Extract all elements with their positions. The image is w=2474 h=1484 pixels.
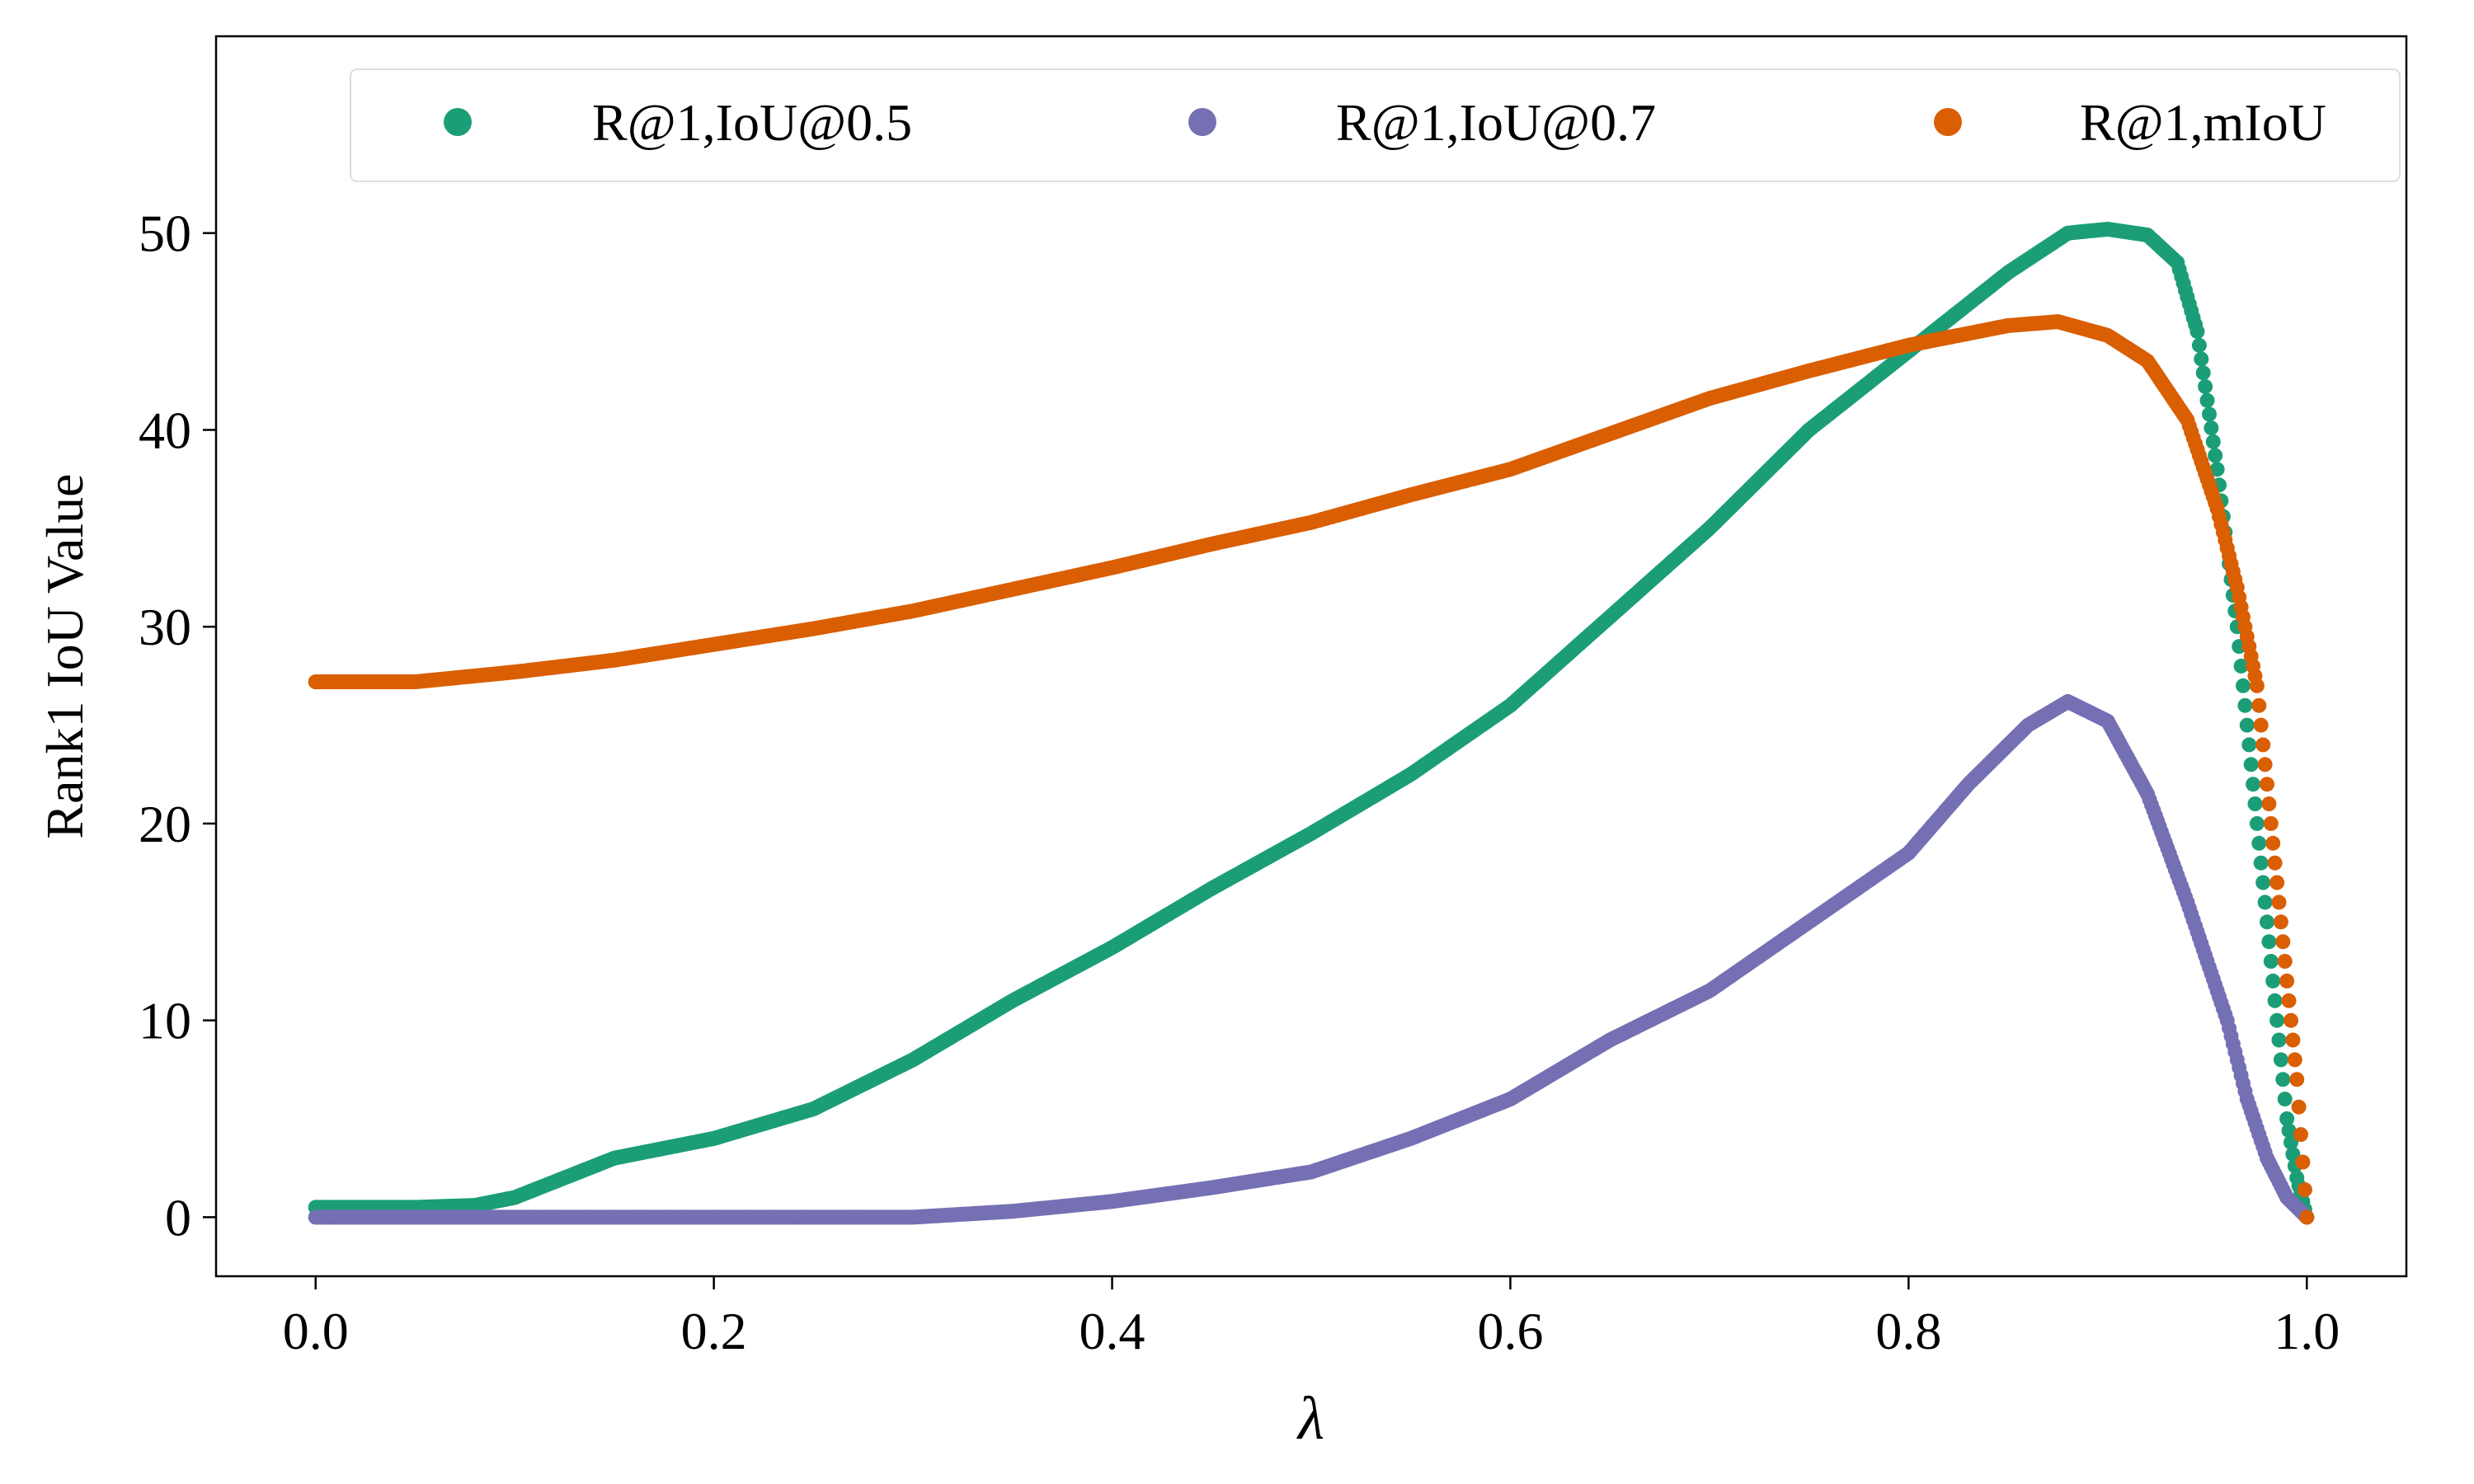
data-point <box>2202 406 2217 422</box>
data-point <box>2194 351 2209 367</box>
y-axis-label: Rank1 IoU Value <box>35 473 94 838</box>
data-point <box>2253 855 2269 871</box>
data-point <box>2271 895 2287 910</box>
data-point <box>2199 392 2215 408</box>
data-point <box>2285 1147 2301 1162</box>
data-point <box>2275 934 2291 950</box>
data-point <box>2271 1032 2287 1048</box>
x-tick-label: 0.2 <box>681 1302 747 1360</box>
data-point <box>2293 1127 2308 1143</box>
data-point <box>2236 678 2251 693</box>
series-2 <box>308 693 2315 1225</box>
data-point <box>2267 993 2283 1008</box>
data-point <box>2263 954 2279 969</box>
data-point <box>2267 855 2283 871</box>
y-tick-label: 0 <box>165 1188 191 1247</box>
data-point <box>2233 658 2249 674</box>
data-point <box>2257 895 2273 910</box>
data-point <box>2253 717 2269 733</box>
data-point <box>2265 835 2281 851</box>
x-axis: 0.0 0.2 0.4 0.6 0.8 1.0 <box>283 1276 2340 1360</box>
data-point <box>2275 1072 2291 1087</box>
plot-marks <box>308 222 2315 1225</box>
data-point <box>2297 1182 2312 1197</box>
data-point <box>2261 934 2277 950</box>
data-point <box>2273 1052 2288 1068</box>
legend: R@1,IoU@0.5 R@1,IoU@0.7 R@1,mIoU <box>350 68 2401 182</box>
x-tick-label: 0.6 <box>1477 1302 1543 1360</box>
data-point <box>2279 1111 2295 1126</box>
x-tick-label: 0.0 <box>283 1302 349 1360</box>
y-tick-label: 20 <box>139 795 191 853</box>
y-tick-label: 50 <box>139 204 191 263</box>
data-point <box>2241 737 2257 753</box>
legend-box <box>350 68 2401 182</box>
y-tick-label: 10 <box>139 992 191 1050</box>
data-point <box>2284 1134 2298 1150</box>
legend-marker <box>1934 108 1962 136</box>
data-point <box>2281 1123 2297 1139</box>
data-point <box>2269 1012 2285 1028</box>
data-point <box>2251 697 2267 713</box>
data-point <box>2273 914 2288 930</box>
x-axis-label: λ <box>1296 1385 1324 1453</box>
data-point <box>2209 462 2225 477</box>
legend-label: R@1,IoU@0.7 <box>1336 93 1656 152</box>
data-point <box>2198 378 2213 394</box>
data-point <box>2263 815 2279 831</box>
data-point <box>2260 914 2274 930</box>
data-point <box>2257 757 2273 773</box>
legend-label: R@1,mIoU <box>2080 93 2326 152</box>
data-point <box>2279 973 2295 989</box>
data-point <box>2255 875 2271 890</box>
data-point <box>2246 777 2261 792</box>
legend-label: R@1,IoU@0.5 <box>592 93 912 152</box>
data-point <box>2265 973 2281 989</box>
data-point <box>2191 337 2207 353</box>
y-axis: 0 10 20 30 40 50 <box>139 204 216 1247</box>
data-point <box>2239 717 2255 733</box>
data-point <box>2295 1154 2311 1170</box>
data-point <box>2285 1032 2301 1048</box>
data-point <box>2260 777 2274 792</box>
x-tick-label: 1.0 <box>2274 1302 2340 1360</box>
data-point <box>2277 1092 2293 1107</box>
data-point <box>2195 365 2211 381</box>
data-point <box>2289 1072 2305 1087</box>
x-tick-label: 0.4 <box>1079 1302 1145 1360</box>
y-tick-label: 40 <box>139 401 191 459</box>
y-tick-label: 30 <box>139 598 191 656</box>
data-point <box>2204 420 2219 436</box>
data-point <box>2208 448 2223 463</box>
data-point <box>2189 324 2205 340</box>
data-point <box>2205 434 2221 449</box>
data-point <box>2261 796 2277 811</box>
series-3 <box>308 314 2315 1225</box>
data-point <box>2281 993 2297 1008</box>
data-point <box>2269 875 2285 890</box>
data-point <box>2291 1099 2307 1115</box>
data-point <box>2255 737 2271 753</box>
x-tick-label: 0.8 <box>1875 1302 1941 1360</box>
data-point <box>2299 1209 2315 1225</box>
data-point <box>2249 678 2265 693</box>
legend-marker <box>1188 108 1216 136</box>
data-point <box>2284 1012 2298 1028</box>
legend-marker <box>444 108 472 136</box>
data-point <box>2247 796 2263 811</box>
data-point <box>2277 954 2293 969</box>
data-point <box>2251 835 2267 851</box>
data-point <box>2287 1052 2302 1068</box>
data-point <box>2249 815 2265 831</box>
plot-frame <box>214 35 2408 1278</box>
data-point <box>2243 757 2259 773</box>
data-point <box>2237 697 2253 713</box>
